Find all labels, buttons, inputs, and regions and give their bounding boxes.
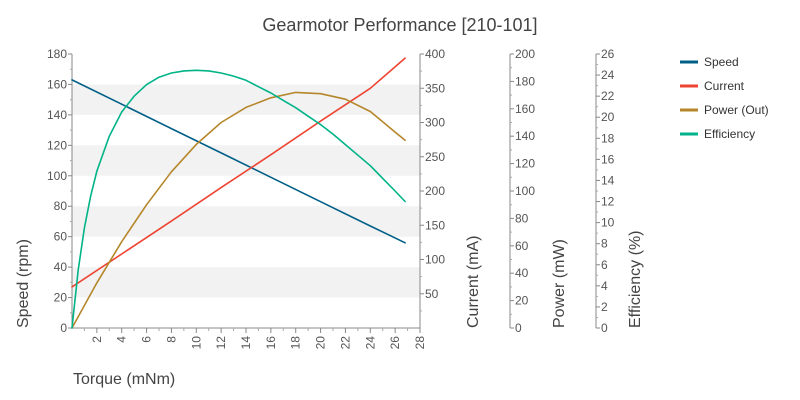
efficiency-tick-label: 2 xyxy=(601,300,608,314)
efficiency-tick-label: 4 xyxy=(601,279,608,293)
x-tick-label: 16 xyxy=(264,336,278,350)
efficiency-tick-label: 14 xyxy=(601,173,615,187)
legend-label: Speed xyxy=(704,55,739,69)
speed-tick-label: 160 xyxy=(47,77,67,91)
current-tick-label: 100 xyxy=(425,253,445,267)
current-tick-label: 300 xyxy=(425,116,445,130)
power-tick-label: 200 xyxy=(515,47,535,61)
x-tick-label: 10 xyxy=(189,336,203,350)
x-tick-label: 2 xyxy=(90,336,104,343)
series-line-current xyxy=(71,57,406,288)
speed-tick-label: 60 xyxy=(54,230,68,244)
current-axis-title: Current (mA) xyxy=(465,236,482,328)
efficiency-tick-label: 20 xyxy=(601,110,615,124)
x-tick-label: 14 xyxy=(239,336,253,350)
series-line-speed xyxy=(71,79,406,244)
power-tick-label: 0 xyxy=(515,321,522,335)
legend-item[interactable]: Current xyxy=(680,79,745,93)
grid-band xyxy=(72,206,420,237)
legend-label: Efficiency xyxy=(704,127,755,141)
legend-item[interactable]: Efficiency xyxy=(680,127,755,141)
x-tick-label: 22 xyxy=(338,336,352,350)
current-tick-label: 350 xyxy=(425,81,445,95)
series-line-efficiency xyxy=(71,69,406,329)
efficiency-tick-label: 26 xyxy=(601,47,615,61)
x-axis-title: Torque (mNm) xyxy=(73,371,175,388)
grid-bands xyxy=(72,84,420,298)
power-tick-label: 80 xyxy=(515,211,529,225)
power-tick-label: 160 xyxy=(515,102,535,116)
efficiency-tick-label: 8 xyxy=(601,237,608,251)
efficiency-tick-label: 18 xyxy=(601,131,615,145)
power-tick-label: 180 xyxy=(515,74,535,88)
x-tick-label: 26 xyxy=(388,336,402,350)
series-lines xyxy=(71,57,406,329)
legend-label: Current xyxy=(704,79,745,93)
series-line-power-out xyxy=(71,91,406,329)
efficiency-tick-label: 22 xyxy=(601,89,615,103)
efficiency-tick-label: 10 xyxy=(601,216,615,230)
x-tick-label: 6 xyxy=(140,336,154,343)
grid-band xyxy=(72,84,420,115)
power-tick-label: 100 xyxy=(515,184,535,198)
power-tick-label: 40 xyxy=(515,266,529,280)
legend[interactable]: Speed Current Power (Out) Efficiency xyxy=(680,55,769,141)
efficiency-tick-label: 12 xyxy=(601,195,615,209)
efficiency-tick-label: 0 xyxy=(601,321,608,335)
grid-band xyxy=(72,267,420,298)
speed-axis-title: Speed (rpm) xyxy=(15,239,32,328)
current-tick-label: 400 xyxy=(425,47,445,61)
power-axis-title: Power (mW) xyxy=(551,239,568,328)
efficiency-tick-label: 24 xyxy=(601,68,615,82)
speed-tick-label: 0 xyxy=(60,321,67,335)
power-tick-label: 120 xyxy=(515,157,535,171)
current-tick-label: 200 xyxy=(425,184,445,198)
chart-title: Gearmotor Performance [210-101] xyxy=(262,15,537,35)
speed-tick-label: 20 xyxy=(54,291,68,305)
x-tick-label: 8 xyxy=(164,336,178,343)
speed-tick-label: 180 xyxy=(47,47,67,61)
speed-tick-label: 80 xyxy=(54,199,68,213)
x-tick-label: 24 xyxy=(363,336,377,350)
axes: 2 4 6 8 10 12 14 16 18 20 22 24 26 280204060801001201… xyxy=(15,47,644,349)
x-tick-label: 12 xyxy=(214,336,228,350)
current-tick-label: 50 xyxy=(425,287,439,301)
power-tick-label: 60 xyxy=(515,239,529,253)
efficiency-tick-label: 16 xyxy=(601,152,615,166)
x-tick-label: 28 xyxy=(413,336,427,350)
x-tick-label: 20 xyxy=(314,336,328,350)
speed-tick-label: 140 xyxy=(47,108,67,122)
legend-item[interactable]: Speed xyxy=(680,55,739,69)
legend-label: Power (Out) xyxy=(704,103,769,117)
power-tick-label: 20 xyxy=(515,294,529,308)
efficiency-axis-title: Efficiency (%) xyxy=(627,230,644,328)
current-tick-label: 150 xyxy=(425,218,445,232)
efficiency-tick-label: 6 xyxy=(601,258,608,272)
current-tick-label: 250 xyxy=(425,150,445,164)
power-tick-label: 140 xyxy=(515,129,535,143)
speed-tick-label: 100 xyxy=(47,169,67,183)
x-tick-label: 18 xyxy=(289,336,303,350)
x-tick-label: 4 xyxy=(115,336,129,343)
speed-tick-label: 40 xyxy=(54,260,68,274)
speed-tick-label: 120 xyxy=(47,138,67,152)
legend-item[interactable]: Power (Out) xyxy=(680,103,769,117)
